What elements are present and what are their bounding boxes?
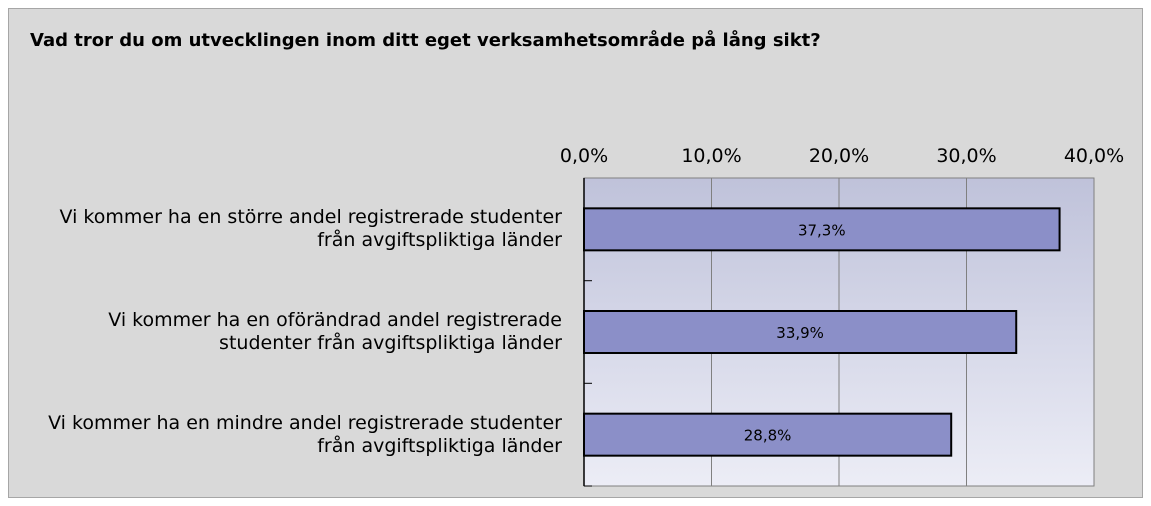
category-label: Vi kommer ha en oförändrad andel registr…: [108, 309, 562, 354]
bar: [583, 310, 1018, 354]
x-tick-label: 0,0%: [560, 145, 608, 167]
x-tick-label: 30,0%: [936, 145, 996, 167]
bar: [583, 412, 953, 457]
bar: [583, 207, 1061, 252]
data-label: 28,8%: [744, 427, 792, 445]
data-label: 37,3%: [798, 221, 846, 239]
x-tick-label: 40,0%: [1064, 145, 1124, 167]
data-label: 33,9%: [776, 324, 824, 342]
chart-title: Vad tror du om utvecklingen inom ditt eg…: [30, 30, 821, 51]
x-tick-label: 10,0%: [681, 145, 741, 167]
category-label: Vi kommer ha en mindre andel registrerad…: [48, 411, 562, 457]
category-label: Vi kommer ha en större andel registrerad…: [59, 206, 562, 252]
x-tick-label: 20,0%: [809, 145, 869, 167]
